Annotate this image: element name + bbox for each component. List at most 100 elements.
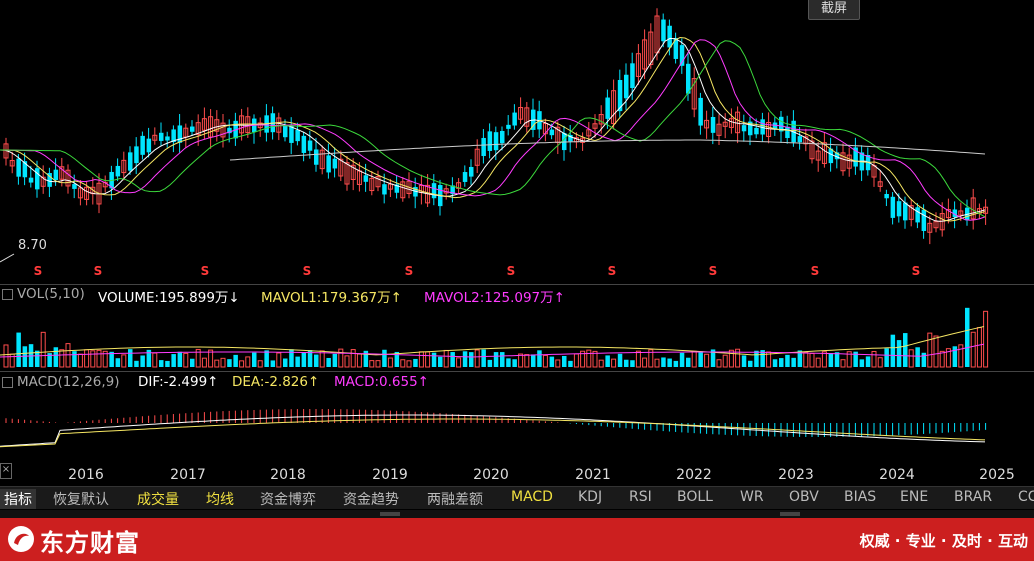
volume-bar xyxy=(846,351,852,368)
candlestick xyxy=(815,142,821,172)
tab-margin-diff[interactable]: 两融差额 xyxy=(427,492,483,508)
volume-bar xyxy=(648,349,654,368)
tab-ene[interactable]: ENE xyxy=(900,489,929,505)
indicator-toggle-icon[interactable] xyxy=(2,376,13,388)
volume-bar xyxy=(549,356,555,367)
candlestick xyxy=(152,127,158,145)
candlestick xyxy=(562,125,567,161)
dividend-marker-icon: S xyxy=(709,264,718,278)
tab-volume[interactable]: 成交量 xyxy=(137,492,179,508)
indicator-toggle-icon[interactable] xyxy=(2,288,13,300)
candlestick xyxy=(642,29,648,80)
candlestick xyxy=(350,158,356,191)
macd-chart[interactable] xyxy=(0,393,1034,463)
volume-bar-chart[interactable] xyxy=(0,305,1034,369)
down-arrow-icon: ↓ xyxy=(228,290,240,306)
mavol1-value: MAVOL1:179.367万 xyxy=(261,290,391,306)
tab-macd[interactable]: MACD xyxy=(511,489,553,505)
volume-bar xyxy=(208,349,214,368)
volume-bar xyxy=(512,359,517,367)
screenshot-button[interactable]: 截屏 xyxy=(808,0,860,20)
tab-restore-default[interactable]: 恢复默认 xyxy=(53,492,109,508)
candlestick xyxy=(772,117,778,136)
tab-brar[interactable]: BRAR xyxy=(954,489,993,505)
tab-obv[interactable]: OBV xyxy=(789,489,819,505)
candlestick xyxy=(741,114,747,142)
candlestick xyxy=(884,189,889,207)
tab-wr[interactable]: WR xyxy=(740,489,764,505)
macd-indicator-header: MACD(12,26,9) DIF:-2.499↑ DEA:-2.826↑ MA… xyxy=(0,374,1034,392)
indicator-tab-bar: 指标 恢复默认 成交量 均线 资金博弈 资金趋势 两融差额 MACD KDJ R… xyxy=(0,486,1034,509)
candlestick xyxy=(140,131,145,160)
volume-bar xyxy=(828,353,834,367)
candlestick xyxy=(524,102,530,133)
horizontal-scrollbar[interactable] xyxy=(0,510,1034,518)
volume-bar xyxy=(797,350,803,367)
scrollbar-grip-icon[interactable] xyxy=(380,512,400,516)
tab-boll[interactable]: BOLL xyxy=(677,489,713,505)
volume-bar xyxy=(146,349,152,367)
candlestick xyxy=(319,145,325,175)
volume-bar xyxy=(474,349,480,368)
candlestick xyxy=(624,63,629,110)
volume-bar xyxy=(939,350,945,368)
candlestick xyxy=(438,179,443,216)
footer-banner xyxy=(0,518,1034,561)
volume-bar xyxy=(382,349,387,367)
volume-bar xyxy=(59,349,65,368)
volume-bar xyxy=(741,355,747,367)
tab-kdj[interactable]: KDJ xyxy=(578,489,603,505)
collapse-icon[interactable]: × xyxy=(0,463,12,479)
tab-cc[interactable]: CC xyxy=(1018,489,1034,505)
candlestick xyxy=(512,104,517,130)
dividend-marker-icon: S xyxy=(34,264,43,278)
dividend-marker-icon: S xyxy=(94,264,103,278)
year-label: 2016 xyxy=(68,467,104,483)
volume-bar xyxy=(332,353,338,367)
volume-bar xyxy=(289,349,294,367)
volume-bar xyxy=(555,359,561,368)
year-label: 2024 xyxy=(879,467,915,483)
tab-fund-trend[interactable]: 资金趋势 xyxy=(343,492,399,508)
candlestick xyxy=(679,38,685,74)
tab-indicator[interactable]: 指标 xyxy=(0,489,36,509)
volume-bar xyxy=(605,355,610,367)
candlestick xyxy=(952,201,958,229)
tab-moving-average[interactable]: 均线 xyxy=(206,492,234,508)
volume-bar xyxy=(884,348,889,367)
volume-bar xyxy=(418,351,424,368)
candlestick xyxy=(77,180,83,206)
candlestick xyxy=(896,193,902,223)
volume-bar xyxy=(927,332,933,368)
ma5-line xyxy=(0,37,986,222)
candlestick xyxy=(474,139,480,174)
volume-bar xyxy=(72,351,77,367)
volume-bar xyxy=(450,352,455,367)
tab-bias[interactable]: BIAS xyxy=(844,489,877,505)
candlestick xyxy=(481,129,486,164)
volume-bar xyxy=(735,348,741,368)
volume-bar xyxy=(406,360,412,368)
candlestick xyxy=(400,177,406,202)
tab-fund-game[interactable]: 资金博弈 xyxy=(260,492,316,508)
volume-bar xyxy=(598,359,604,368)
candlestick xyxy=(159,122,164,147)
candlestick xyxy=(722,113,728,139)
dif-line xyxy=(0,414,986,447)
tab-rsi[interactable]: RSI xyxy=(629,489,652,505)
volume-bar xyxy=(970,331,976,368)
volume-bar xyxy=(748,360,753,367)
divider xyxy=(0,284,1034,285)
volume-bar xyxy=(592,350,598,368)
volume-bar xyxy=(524,354,530,368)
year-label: 2022 xyxy=(676,467,712,483)
candlestick xyxy=(487,123,493,159)
volume-bar xyxy=(201,357,207,368)
volume-bar xyxy=(506,358,511,367)
scrollbar-grip-icon[interactable] xyxy=(780,512,800,516)
candlestick xyxy=(257,117,263,137)
candlestick xyxy=(134,137,139,175)
candlestick xyxy=(698,92,703,135)
volume-bar xyxy=(3,344,9,368)
